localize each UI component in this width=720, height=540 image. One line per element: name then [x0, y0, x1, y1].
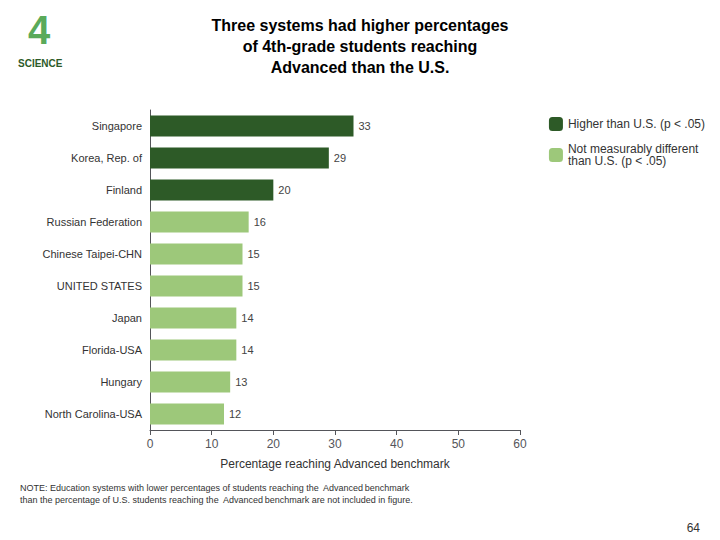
svg-text:30: 30 [328, 437, 342, 451]
svg-text:Finland: Finland [106, 184, 142, 196]
svg-text:than U.S. (p < .05): than U.S. (p < .05) [568, 154, 666, 168]
svg-text:29: 29 [334, 152, 346, 164]
svg-text:20: 20 [278, 184, 290, 196]
svg-text:Not measurably different: Not measurably different [567, 142, 699, 156]
svg-text:Japan: Japan [112, 312, 142, 324]
svg-text:Three systems had higher perce: Three systems had higher percentages [212, 17, 509, 34]
svg-text:Percentage reaching Advanced b: Percentage reaching Advanced benchmark [220, 457, 450, 471]
svg-text:14: 14 [241, 344, 253, 356]
svg-text:than the percentage of U.S. st: than the percentage of U.S. students rea… [20, 495, 413, 505]
svg-text:10: 10 [205, 437, 219, 451]
svg-text:50: 50 [452, 437, 466, 451]
svg-text:0: 0 [147, 437, 154, 451]
svg-text:16: 16 [254, 216, 266, 228]
svg-text:Higher than U.S. (p < .05): Higher than U.S. (p < .05) [568, 117, 705, 131]
svg-text:North Carolina-USA: North Carolina-USA [45, 408, 143, 420]
svg-text:14: 14 [241, 312, 253, 324]
svg-text:Advanced than the U.S.: Advanced than the U.S. [271, 59, 450, 76]
svg-text:of 4th-grade students reaching: of 4th-grade students reaching [243, 38, 478, 55]
svg-text:Chinese Taipei-CHN: Chinese Taipei-CHN [43, 248, 143, 260]
svg-text:Florida-USA: Florida-USA [82, 344, 143, 356]
svg-text:40: 40 [390, 437, 404, 451]
svg-text:SCIENCE: SCIENCE [18, 58, 63, 69]
svg-text:33: 33 [359, 120, 371, 132]
svg-text:UNITED STATES: UNITED STATES [57, 280, 142, 292]
svg-text:60: 60 [513, 437, 527, 451]
svg-text:15: 15 [248, 248, 260, 260]
svg-text:Russian Federation: Russian Federation [47, 216, 142, 228]
svg-text:15: 15 [248, 280, 260, 292]
svg-text:NOTE: Education systems with l: NOTE: Education systems with lower perce… [20, 483, 410, 493]
svg-text:13: 13 [235, 376, 247, 388]
svg-text:12: 12 [229, 408, 241, 420]
svg-text:Singapore: Singapore [92, 120, 142, 132]
svg-text:4: 4 [28, 8, 51, 52]
svg-text:20: 20 [267, 437, 281, 451]
svg-text:64: 64 [687, 521, 701, 535]
svg-text:Korea, Rep. of: Korea, Rep. of [71, 152, 143, 164]
svg-text:Hungary: Hungary [100, 376, 142, 388]
